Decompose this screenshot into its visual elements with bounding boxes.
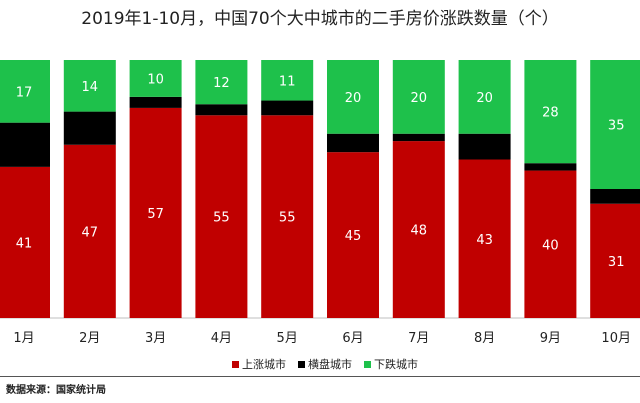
bar-segment-flat [392, 133, 445, 142]
data-label: 20 [411, 91, 428, 106]
bar-segment-rise [261, 115, 314, 319]
x-tick-label: 2月 [79, 331, 100, 346]
data-label: 35 [608, 119, 625, 134]
bar-segment-rise [590, 203, 640, 318]
x-tick-label: 9月 [540, 331, 561, 346]
bar-segment-flat [590, 189, 640, 204]
bar-segment-flat [129, 96, 182, 108]
bar-segment-fall [261, 60, 314, 101]
x-tick-label: 8月 [474, 331, 495, 346]
bar-segment-fall [524, 60, 577, 164]
legend-swatch [364, 361, 371, 368]
legend-label: 下跌城市 [374, 357, 418, 371]
bar-segment-rise [195, 115, 248, 319]
x-tick-label: 5月 [277, 331, 298, 346]
legend-swatch [298, 361, 305, 368]
bar-segment-rise [524, 170, 577, 318]
x-tick-label: 1月 [13, 331, 34, 346]
bar-segment-rise [327, 152, 379, 318]
legend-label: 横盘城市 [308, 357, 352, 371]
x-tick-label: 7月 [408, 331, 429, 346]
bar-segment-flat [327, 133, 379, 153]
chart-title: 2019年1-10月，中国70个大中城市的二手房价涨跌数量（个） [81, 9, 559, 29]
x-tick-label: 3月 [145, 331, 166, 346]
data-label: 40 [542, 238, 559, 253]
bar-segment-fall [63, 60, 116, 112]
bar-segment-flat [458, 133, 511, 160]
data-label: 17 [16, 85, 33, 100]
bar-segment-flat [261, 100, 314, 116]
data-label: 12 [213, 76, 230, 91]
bar-segment-flat [63, 111, 116, 145]
bar-segment-rise [458, 159, 511, 318]
legend-swatch [232, 361, 239, 368]
bar-segment-fall [129, 60, 182, 97]
bar-segment-rise [392, 141, 445, 318]
x-tick-label: 10月 [601, 331, 631, 346]
bar-segment-fall [458, 60, 511, 134]
data-label: 20 [476, 91, 493, 106]
data-label: 43 [476, 233, 493, 248]
legend-label: 上涨城市 [242, 357, 286, 371]
bar-segment-flat [0, 122, 50, 167]
data-label: 10 [147, 72, 164, 87]
data-label: 20 [345, 91, 362, 106]
bar-segment-flat [524, 163, 577, 171]
bar-segment-fall [195, 60, 248, 105]
data-label: 14 [82, 80, 99, 95]
bar-segment-flat [195, 104, 248, 116]
data-label: 28 [542, 106, 559, 121]
bar-segment-rise [63, 144, 116, 318]
data-label: 11 [279, 74, 296, 89]
source-divider [0, 376, 640, 377]
data-label: 45 [345, 229, 362, 244]
data-label: 57 [147, 207, 164, 222]
data-label: 48 [411, 224, 428, 239]
bar-segment-fall [392, 60, 445, 134]
data-label: 55 [213, 211, 230, 226]
bar-segment-fall [590, 60, 640, 189]
data-label: 31 [608, 255, 625, 270]
source-note: 数据来源：国家统计局 [6, 385, 106, 396]
bar-segment-fall [0, 60, 50, 123]
data-label: 47 [82, 225, 99, 240]
bar-segment-fall [327, 60, 379, 134]
bar-segment-rise [0, 166, 50, 318]
x-tick-label: 4月 [211, 331, 232, 346]
data-label: 55 [279, 211, 296, 226]
bar-segment-rise [129, 107, 182, 319]
x-tick-label: 6月 [342, 331, 363, 346]
data-label: 41 [16, 236, 33, 251]
